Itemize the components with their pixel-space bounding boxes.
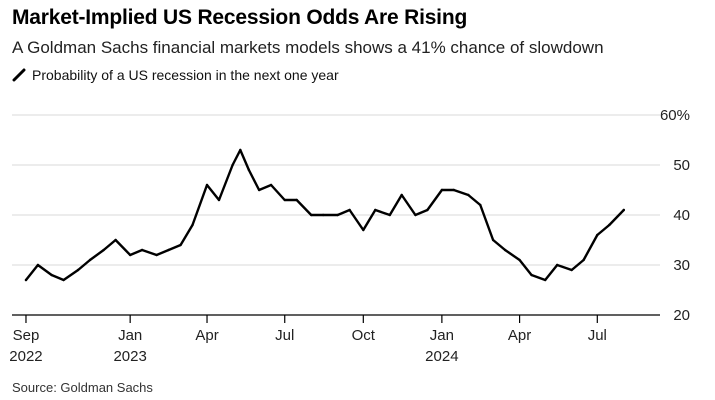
data-point	[440, 188, 444, 192]
series-line	[24, 148, 625, 282]
x-tick-year-label: 2024	[425, 348, 458, 365]
data-point	[231, 163, 234, 167]
data-point	[167, 248, 170, 252]
x-tick-label: Jan	[118, 327, 142, 344]
x-tick-label: Apr	[195, 327, 218, 344]
data-point	[570, 268, 573, 272]
data-point	[128, 253, 132, 257]
legend-line-icon	[12, 68, 26, 82]
data-point	[452, 188, 456, 192]
y-tick-label: 20	[673, 307, 690, 324]
data-point	[426, 208, 429, 212]
y-tick-label: 40	[673, 207, 690, 224]
data-point	[247, 168, 251, 172]
y-tick-label: 50	[673, 157, 690, 174]
data-point	[388, 213, 391, 217]
data-point	[179, 243, 182, 247]
data-point	[76, 268, 80, 272]
data-point	[362, 228, 365, 232]
x-tick-year-label: 2022	[9, 348, 42, 365]
data-point	[88, 258, 92, 262]
data-point	[155, 253, 158, 257]
data-point	[36, 263, 40, 267]
x-tick-label: Jul	[588, 327, 607, 344]
legend: Probability of a US recession in the nex…	[12, 67, 339, 83]
x-tick-label: Apr	[508, 327, 531, 344]
data-point	[24, 278, 28, 282]
chart-title: Market-Implied US Recession Odds Are Ris…	[12, 6, 468, 29]
data-point	[336, 213, 339, 217]
data-point	[467, 193, 470, 197]
data-point	[102, 248, 105, 252]
data-point	[374, 208, 377, 212]
data-point	[269, 183, 273, 187]
data-point	[491, 238, 495, 242]
data-point	[555, 263, 559, 267]
data-point	[217, 198, 221, 202]
data-point	[622, 208, 625, 212]
data-point	[140, 248, 144, 252]
x-tick-label: Oct	[352, 327, 376, 344]
data-point	[50, 273, 53, 277]
data-point	[544, 278, 547, 282]
y-tick-label: 60%	[660, 107, 690, 124]
x-tick-label: Jul	[275, 327, 294, 344]
data-point	[348, 208, 351, 212]
data-point	[62, 278, 65, 282]
source-note: Source: Goldman Sachs	[12, 380, 153, 395]
data-point	[518, 258, 521, 262]
x-tick-year-label: 2023	[113, 348, 146, 365]
data-point	[582, 258, 585, 262]
data-point	[205, 183, 209, 187]
y-tick-label: 30	[673, 257, 690, 274]
data-point	[596, 233, 599, 237]
data-point	[530, 273, 533, 277]
data-point	[295, 198, 298, 202]
data-point	[239, 148, 242, 152]
data-point	[114, 238, 117, 242]
chart-subtitle: A Goldman Sachs financial markets models…	[12, 38, 604, 57]
x-tick-label: Sep	[13, 327, 40, 344]
data-point	[503, 248, 507, 252]
data-point	[321, 213, 325, 217]
x-tick-label: Jan	[430, 327, 454, 344]
data-point	[283, 198, 286, 202]
data-point	[479, 203, 482, 207]
legend-label: Probability of a US recession in the nex…	[32, 67, 339, 83]
data-point	[257, 188, 261, 192]
data-point	[400, 193, 403, 197]
data-point	[191, 223, 194, 227]
data-point	[608, 223, 611, 227]
data-point	[310, 213, 313, 217]
data-point	[414, 213, 417, 217]
